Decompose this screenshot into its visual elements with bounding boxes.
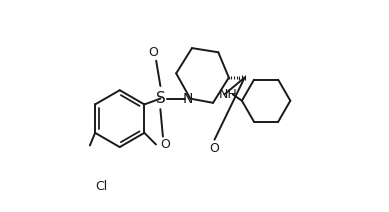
Text: N: N	[182, 92, 193, 106]
Text: S: S	[156, 91, 165, 106]
Text: Cl: Cl	[96, 180, 108, 192]
Text: NH: NH	[219, 88, 238, 101]
Text: O: O	[160, 138, 170, 151]
Text: O: O	[149, 46, 158, 59]
Text: O: O	[210, 142, 219, 155]
